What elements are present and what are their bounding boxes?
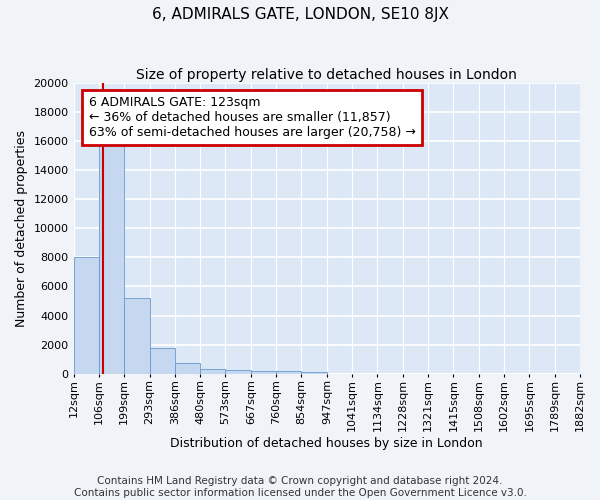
Bar (276, 371, 301, 374)
Bar (124, 298, 149, 374)
X-axis label: Distribution of detached houses by size in London: Distribution of detached houses by size … (170, 437, 483, 450)
Title: Size of property relative to detached houses in London: Size of property relative to detached ho… (136, 68, 517, 82)
Bar (149, 348, 175, 374)
Text: 6, ADMIRALS GATE, LONDON, SE10 8JX: 6, ADMIRALS GATE, LONDON, SE10 8JX (151, 8, 449, 22)
Bar (251, 370, 276, 374)
Bar (175, 363, 200, 374)
Bar (226, 370, 251, 374)
Bar (99, 133, 124, 374)
Bar (200, 369, 226, 374)
Bar (301, 372, 327, 374)
Text: Contains HM Land Registry data © Crown copyright and database right 2024.
Contai: Contains HM Land Registry data © Crown c… (74, 476, 526, 498)
Bar (74, 256, 99, 374)
Y-axis label: Number of detached properties: Number of detached properties (15, 130, 28, 326)
Text: 6 ADMIRALS GATE: 123sqm
← 36% of detached houses are smaller (11,857)
63% of sem: 6 ADMIRALS GATE: 123sqm ← 36% of detache… (89, 96, 416, 139)
